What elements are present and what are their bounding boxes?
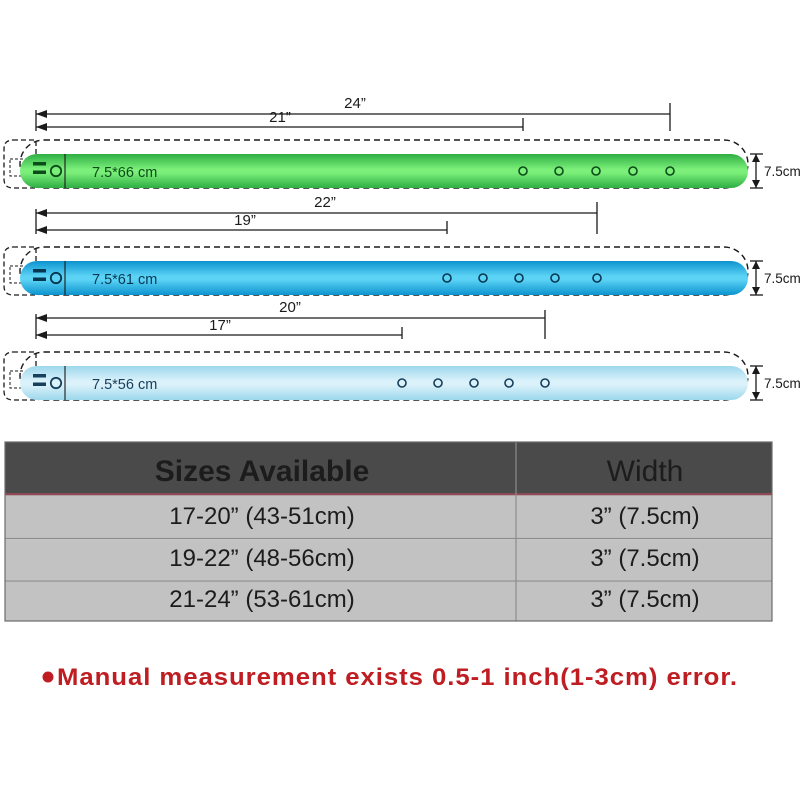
svg-text:3” (7.5cm): 3” (7.5cm) bbox=[590, 545, 699, 572]
svg-text:7.5*66 cm: 7.5*66 cm bbox=[92, 165, 157, 181]
svg-text:17-20” (43-51cm): 17-20” (43-51cm) bbox=[169, 503, 354, 530]
svg-text:24”: 24” bbox=[344, 95, 366, 112]
svg-text:17”: 17” bbox=[209, 317, 231, 334]
svg-text:7.5*61 cm: 7.5*61 cm bbox=[92, 272, 157, 288]
svg-text:21”: 21” bbox=[269, 109, 291, 126]
svg-text:Width: Width bbox=[607, 455, 684, 488]
svg-text:19-22” (48-56cm): 19-22” (48-56cm) bbox=[169, 545, 354, 572]
svg-text:7.5cm: 7.5cm bbox=[764, 164, 800, 179]
svg-text:7.5cm: 7.5cm bbox=[764, 376, 800, 391]
svg-text:7.5cm: 7.5cm bbox=[764, 271, 800, 286]
svg-text:7.5*56 cm: 7.5*56 cm bbox=[92, 377, 157, 393]
svg-text:3” (7.5cm): 3” (7.5cm) bbox=[590, 586, 699, 613]
svg-text:22”: 22” bbox=[314, 194, 336, 211]
svg-text:19”: 19” bbox=[234, 212, 256, 229]
svg-text:20”: 20” bbox=[279, 299, 301, 316]
svg-text:21-24” (53-61cm): 21-24” (53-61cm) bbox=[169, 586, 354, 613]
svg-text:Sizes Available: Sizes Available bbox=[155, 455, 370, 488]
svg-text:Manual measurement exists 0.5-: Manual measurement exists 0.5-1 inch(1-3… bbox=[57, 664, 738, 691]
svg-text:3” (7.5cm): 3” (7.5cm) bbox=[590, 503, 699, 530]
